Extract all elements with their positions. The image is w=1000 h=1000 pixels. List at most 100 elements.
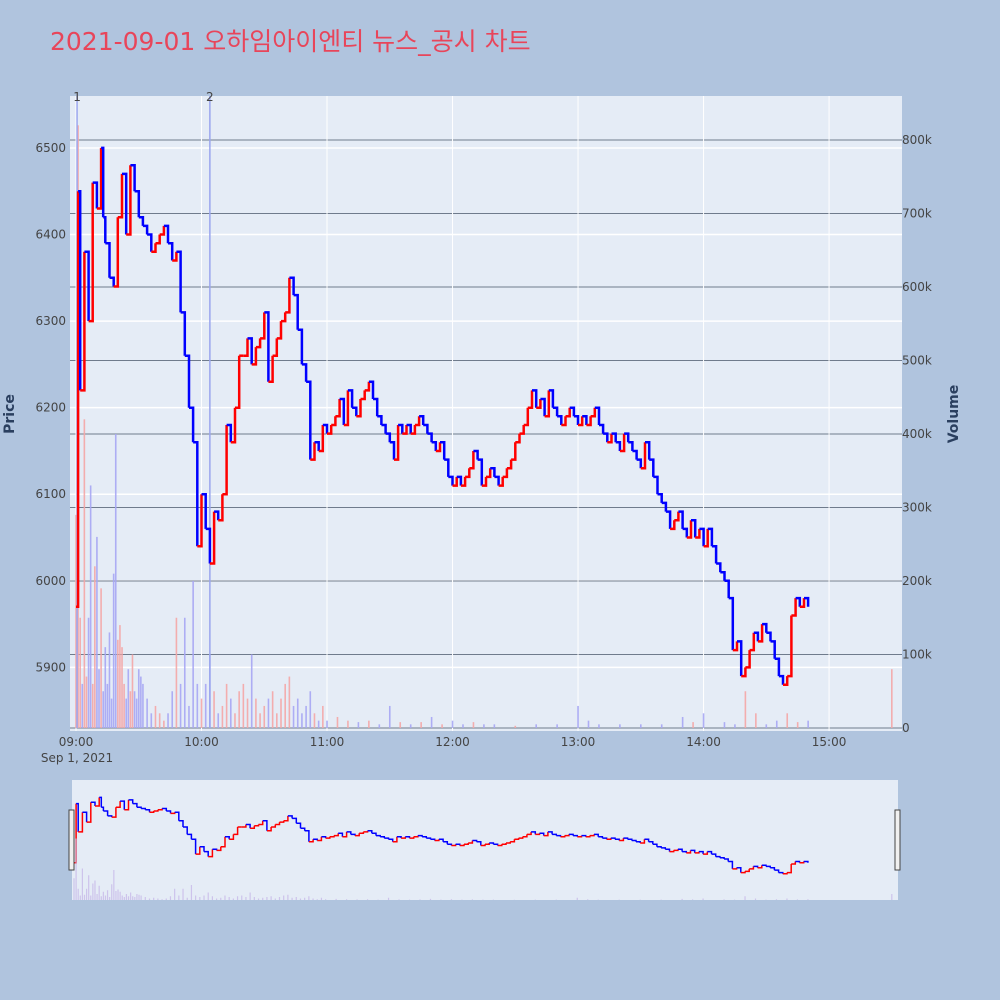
- price-segment: [96, 147, 103, 210]
- volume-bar: [786, 713, 789, 728]
- mini-volume-bar: [81, 868, 83, 900]
- mini-price-segment: [308, 839, 314, 843]
- price-segment: [686, 520, 693, 539]
- price-segment: [389, 441, 396, 460]
- volume-bar: [112, 573, 115, 728]
- volume-bar: [765, 724, 768, 728]
- price-segment: [151, 243, 157, 254]
- mini-price-segment: [183, 826, 188, 835]
- price-segment: [209, 511, 216, 565]
- volume-bar: [357, 722, 360, 728]
- volume-bar: [131, 654, 134, 728]
- mini-volume-bar: [215, 898, 218, 900]
- volume-bar: [133, 691, 136, 728]
- volume-bar: [378, 724, 381, 728]
- volume-bar: [280, 698, 282, 728]
- price-segment: [532, 389, 538, 408]
- mini-volume-bar: [429, 898, 432, 900]
- mini-price-segment: [803, 860, 809, 863]
- mini-price-segment: [86, 802, 92, 823]
- volume-bar: [639, 724, 642, 728]
- price-segment: [624, 432, 630, 443]
- price-segment: [456, 475, 463, 486]
- volume-bar: [284, 683, 286, 728]
- mini-volume-bar: [891, 894, 893, 900]
- mini-volume-bar: [79, 895, 81, 900]
- price-segment: [180, 311, 187, 356]
- price-segment: [636, 458, 643, 469]
- volume-bar: [188, 705, 190, 728]
- price-segment: [741, 667, 747, 678]
- volume-bar: [462, 724, 464, 728]
- price-segment: [682, 527, 689, 538]
- y-axis-title: Price: [2, 394, 18, 434]
- volume-bar: [75, 514, 77, 728]
- mini-volume-bar: [134, 897, 136, 900]
- price-segment: [360, 390, 366, 401]
- range-slider-area[interactable]: [72, 780, 898, 900]
- mini-volume-bar: [266, 897, 268, 900]
- price-segment: [297, 328, 304, 365]
- mini-price-segment: [543, 831, 549, 837]
- volume-bar: [483, 724, 485, 728]
- price-segment: [126, 165, 132, 236]
- price-segment: [414, 416, 421, 427]
- price-segment: [465, 468, 471, 479]
- volume-bar: [322, 705, 324, 728]
- price-segment: [762, 622, 768, 633]
- price-segment: [314, 441, 320, 451]
- price-segment: [322, 423, 329, 434]
- mini-volume-bar: [127, 896, 130, 900]
- mini-volume-bar: [77, 888, 79, 900]
- volume-bar: [125, 698, 128, 728]
- mini-price-segment: [195, 846, 201, 855]
- mini-price-segment: [438, 838, 444, 842]
- volume-bar: [196, 683, 199, 728]
- mini-volume-bar: [96, 894, 98, 900]
- mini-volume-bar: [203, 895, 205, 900]
- price-segment: [92, 181, 99, 209]
- price-segment: [603, 432, 609, 443]
- volume-bar: [163, 720, 165, 728]
- mini-volume-bar: [723, 899, 725, 900]
- price-segment: [113, 217, 120, 288]
- mini-price-segment: [187, 833, 193, 840]
- range-slider-right-handle[interactable]: [894, 809, 901, 871]
- volume-bar: [305, 705, 307, 728]
- price-segment: [557, 415, 563, 425]
- mini-price-segment: [619, 838, 625, 842]
- price-segment: [515, 433, 521, 444]
- mini-volume-bar: [274, 898, 276, 900]
- price-segment: [770, 640, 776, 659]
- price-segment: [122, 172, 128, 235]
- mini-volume-bar: [224, 895, 226, 900]
- price-segment: [377, 415, 383, 425]
- price-segment: [172, 251, 178, 262]
- mini-price-segment: [90, 801, 96, 806]
- volume-bar: [102, 691, 104, 728]
- mini-price-segment: [241, 824, 247, 828]
- price-segment: [477, 458, 484, 486]
- mini-price-segment: [76, 802, 79, 832]
- price-segment: [594, 406, 601, 425]
- mini-price-segment: [78, 812, 84, 833]
- mini-volume-bar: [587, 899, 589, 900]
- range-slider-left-handle[interactable]: [68, 809, 75, 871]
- price-segment: [130, 164, 136, 192]
- price-segment: [804, 596, 810, 607]
- volume-bar: [119, 625, 121, 728]
- price-segment: [619, 433, 626, 453]
- volume-bar: [891, 669, 893, 728]
- price-segment: [707, 527, 714, 547]
- mini-price-segment: [367, 829, 373, 834]
- mini-price-segment: [745, 868, 750, 873]
- mini-price-segment: [292, 817, 298, 824]
- price-segment: [657, 492, 663, 503]
- mini-price-segment: [283, 815, 289, 822]
- time-tick-label: 11:00: [310, 735, 345, 749]
- mini-volume-bar: [232, 898, 234, 900]
- volume-bar: [598, 724, 600, 728]
- mini-volume-bar: [295, 897, 297, 900]
- mini-price-segment: [132, 802, 138, 808]
